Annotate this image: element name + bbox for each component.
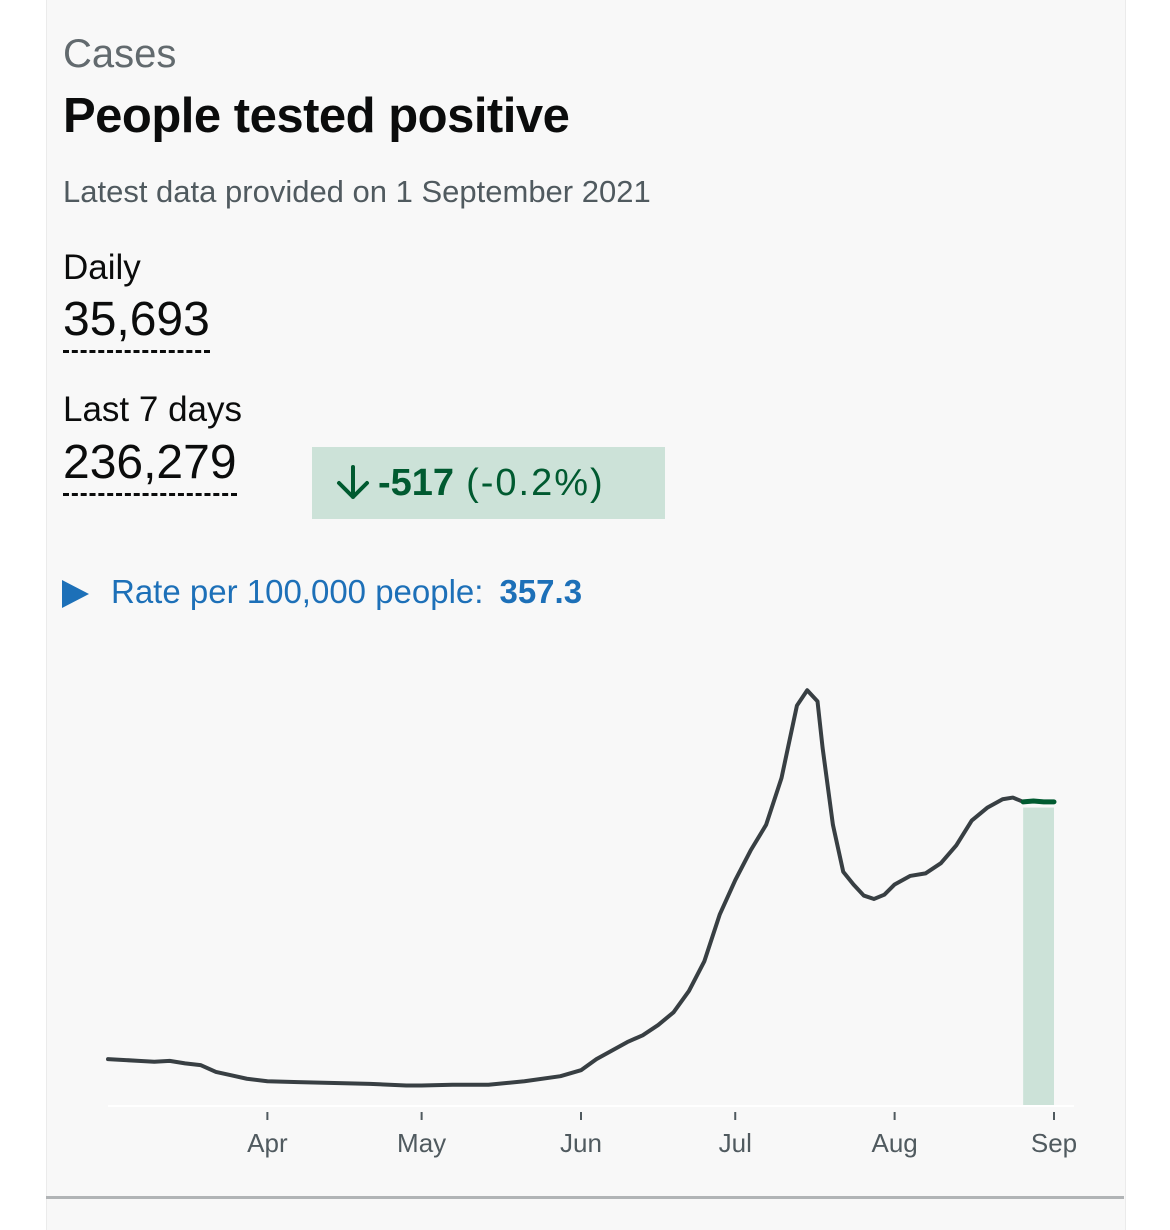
cases-series-line bbox=[106, 688, 1026, 1088]
rate-value: 357.3 bbox=[499, 572, 583, 610]
last-7-days-series-line bbox=[1020, 798, 1057, 805]
last-updated-text: Latest data provided on 1 September 2021 bbox=[63, 174, 651, 209]
change-percent: (-0.2%) bbox=[466, 462, 605, 504]
daily-label: Daily bbox=[63, 248, 141, 287]
x-tick-label: Aug bbox=[871, 1128, 917, 1158]
cases-card bbox=[46, 0, 1126, 1230]
x-tick-label: Apr bbox=[247, 1128, 288, 1158]
change-value: -517 bbox=[378, 462, 455, 504]
daily-value[interactable]: 35,693 bbox=[63, 296, 210, 353]
arrow-down-icon bbox=[337, 465, 369, 499]
expand-triangle-icon bbox=[62, 580, 89, 608]
last-7-days-value[interactable]: 236,279 bbox=[63, 439, 237, 496]
x-tick-label: Jun bbox=[560, 1128, 602, 1158]
cases-line-chart: Apr May Jun Jul Aug Sep bbox=[106, 688, 1077, 1158]
change-badge: -517 (-0.2%) bbox=[312, 447, 665, 519]
highlight-band bbox=[1023, 807, 1054, 1106]
last-7-days-label: Last 7 days bbox=[63, 390, 242, 429]
bottom-divider bbox=[46, 1196, 1124, 1199]
rate-label: Rate per 100,000 people: bbox=[111, 572, 484, 610]
card-title: People tested positive bbox=[63, 89, 570, 143]
x-tick-label: Jul bbox=[719, 1128, 752, 1158]
rate-toggle[interactable]: Rate per 100,000 people: 357.3 bbox=[62, 574, 582, 608]
card-caption: Cases bbox=[63, 32, 177, 76]
x-tick-label: Sep bbox=[1031, 1128, 1077, 1158]
x-tick-label: May bbox=[397, 1128, 446, 1158]
